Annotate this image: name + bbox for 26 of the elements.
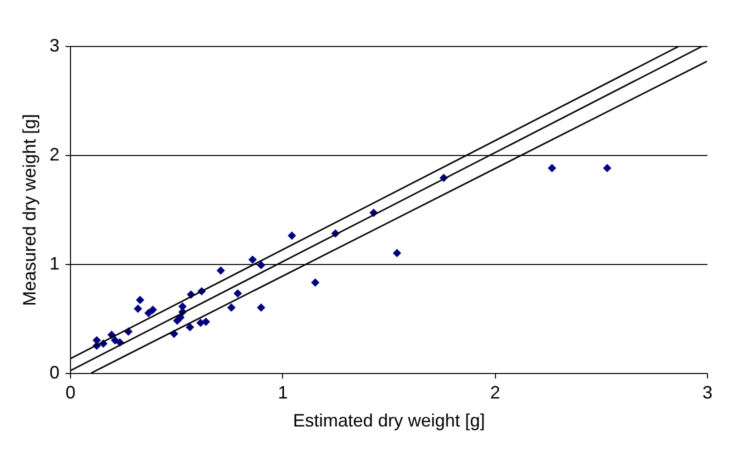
x-axis-title: Estimated dry weight [g]: [292, 410, 486, 430]
point: [216, 266, 225, 275]
y-axis-title: Measured dry weight [g]: [19, 114, 40, 306]
point: [311, 278, 320, 287]
point: [136, 296, 144, 304]
point: [148, 306, 157, 314]
x-tick-label: 0: [65, 382, 76, 402]
point: [256, 260, 266, 270]
point: [256, 303, 266, 312]
point: [548, 164, 556, 172]
x-tick-label: 1: [278, 382, 288, 402]
point: [288, 231, 296, 240]
x-tick-label: 3: [702, 382, 713, 402]
y-tick-label: 2: [49, 144, 60, 164]
point: [234, 289, 242, 298]
point: [227, 303, 236, 312]
point: [202, 318, 210, 326]
point: [392, 248, 402, 258]
y-tick-label: 1: [49, 254, 60, 274]
point: [248, 255, 257, 264]
point: [134, 304, 142, 313]
y-tick-label: 3: [49, 36, 60, 56]
point: [186, 323, 194, 332]
x-tick-label: 2: [490, 382, 500, 402]
point: [603, 164, 612, 172]
y-tick-label: 0: [49, 362, 60, 382]
